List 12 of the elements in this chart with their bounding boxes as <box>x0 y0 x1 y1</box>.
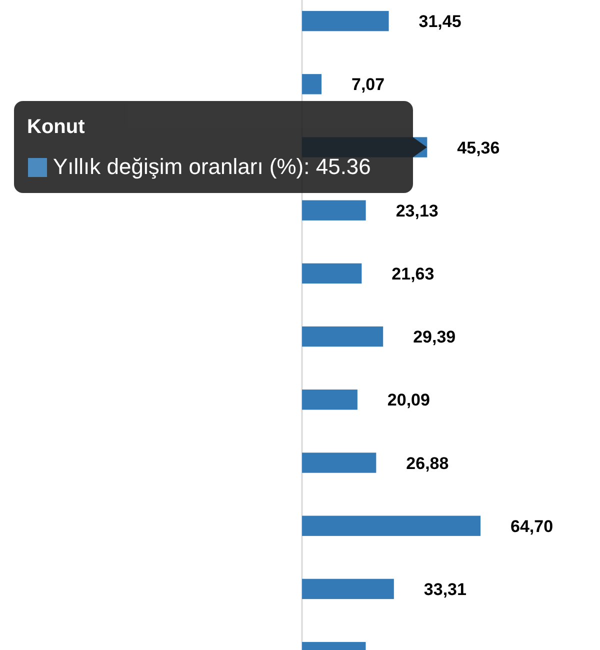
data-label: 45,36 <box>457 138 500 158</box>
data-label: 64,70 <box>510 516 554 536</box>
data-label: 23,13 <box>396 201 438 220</box>
data-label: 21,63 <box>392 264 434 284</box>
data-label: 20,09 <box>387 390 430 410</box>
data-label: 33,31 <box>424 580 466 599</box>
data-label: 31,45 <box>418 12 462 32</box>
data-label: 29,39 <box>413 328 456 347</box>
data-label: 7,07 <box>352 75 385 94</box>
text: Yıllık değişim oranları (%): 45.36 <box>53 154 371 179</box>
data-label: 26,88 <box>406 454 449 473</box>
text: Konut <box>27 116 86 138</box>
